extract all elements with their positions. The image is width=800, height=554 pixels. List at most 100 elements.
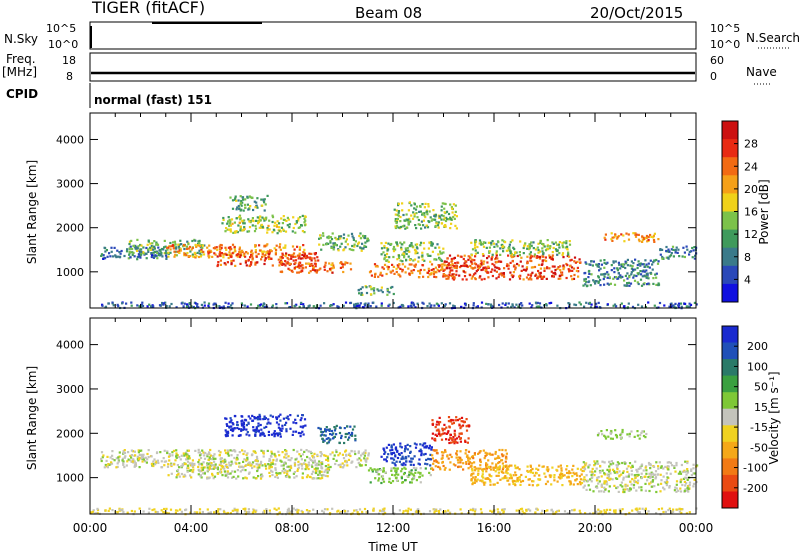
power-cell — [303, 221, 306, 224]
velocity-cell — [608, 460, 611, 463]
power-cell — [397, 210, 401, 213]
colorbar-swatch — [722, 283, 738, 303]
velocity-cell — [364, 463, 367, 467]
power-cell — [585, 280, 588, 283]
power-cell — [246, 230, 249, 233]
power-cell — [566, 245, 569, 248]
power-cell — [349, 262, 352, 265]
power-cell — [329, 304, 332, 307]
velocity-cell — [302, 462, 305, 465]
velocity-cell — [504, 449, 507, 452]
power-cell — [332, 264, 335, 267]
power-cell — [505, 249, 508, 252]
velocity-cell — [265, 425, 268, 428]
power-cell — [369, 270, 372, 273]
velocity-cell — [101, 456, 104, 459]
power-cell — [320, 248, 323, 251]
power-cell — [263, 219, 266, 222]
colorbar-swatch — [722, 139, 738, 158]
velocity-cell — [299, 462, 302, 465]
power-cell — [261, 216, 264, 219]
power-cell — [130, 304, 133, 307]
power-cell — [271, 305, 274, 309]
power-cell — [401, 260, 404, 263]
velocity-cell — [612, 468, 615, 471]
velocity-cell — [454, 438, 457, 441]
power-cell — [641, 275, 644, 278]
velocity-cell — [191, 463, 194, 466]
velocity-cell — [276, 434, 279, 437]
velocity-cell — [233, 449, 236, 452]
velocity-cell — [605, 429, 608, 432]
velocity-cell — [425, 458, 428, 461]
velocity-cell — [555, 468, 558, 471]
colorbar-tick-label: 16 — [744, 206, 758, 219]
velocity-cell — [580, 473, 583, 476]
power-cell — [482, 241, 485, 244]
velocity-cell — [498, 461, 501, 464]
power-cell — [507, 302, 510, 305]
velocity-cell — [335, 424, 338, 427]
velocity-cell — [345, 461, 348, 464]
power-cell — [440, 218, 443, 221]
power-cell — [445, 216, 448, 219]
velocity-cell — [167, 512, 170, 515]
velocity-cell — [547, 468, 550, 471]
velocity-cell — [136, 455, 139, 458]
power-cell — [387, 260, 390, 263]
power-cell — [139, 248, 142, 251]
power-cell — [385, 255, 388, 258]
velocity-cell — [226, 424, 229, 427]
power-cell — [107, 302, 110, 305]
power-cell — [588, 272, 591, 275]
velocity-cell — [518, 475, 521, 479]
power-cell — [614, 233, 617, 236]
velocity-cell — [243, 458, 246, 461]
velocity-cell — [365, 460, 368, 463]
power-cell — [370, 274, 373, 277]
power-cell — [319, 267, 322, 270]
power-cell — [604, 238, 607, 241]
power-cell — [538, 255, 541, 258]
power-cell — [685, 305, 688, 308]
power-cell — [629, 282, 633, 285]
power-cell — [286, 256, 289, 260]
velocity-cell — [635, 507, 638, 510]
velocity-cell — [400, 457, 403, 460]
power-cell — [485, 302, 488, 305]
power-cell — [143, 252, 146, 255]
power-cell — [218, 251, 222, 254]
velocity-cell — [640, 472, 643, 475]
power-cell — [152, 256, 155, 259]
cpid-label: CPID — [6, 87, 38, 101]
power-cell — [275, 248, 278, 251]
power-cell — [474, 244, 477, 247]
power-cell — [229, 248, 232, 251]
velocity-cell — [618, 462, 621, 465]
velocity-cell — [347, 432, 351, 435]
power-cell — [178, 251, 181, 254]
velocity-cell — [319, 428, 322, 431]
velocity-cell — [656, 473, 659, 476]
velocity-cell — [302, 425, 305, 428]
velocity-cell — [166, 451, 169, 455]
velocity-cell — [443, 428, 446, 431]
power-cell — [358, 304, 361, 307]
power-cell — [613, 267, 616, 270]
power-cell — [414, 263, 417, 266]
power-cell — [433, 214, 436, 217]
power-cell — [647, 301, 650, 304]
velocity-cell — [167, 463, 170, 466]
power-cell — [649, 233, 652, 237]
power-cell — [196, 303, 199, 306]
power-cell — [145, 252, 148, 255]
velocity-cell — [349, 425, 352, 428]
freq-unit: [MHz] — [2, 65, 37, 79]
power-cell — [635, 274, 638, 278]
power-cell — [636, 266, 639, 270]
velocity-cell — [305, 466, 308, 469]
power-cell — [622, 263, 625, 266]
power-cell — [553, 265, 556, 268]
power-cell — [285, 253, 288, 256]
power-cell — [550, 301, 553, 304]
